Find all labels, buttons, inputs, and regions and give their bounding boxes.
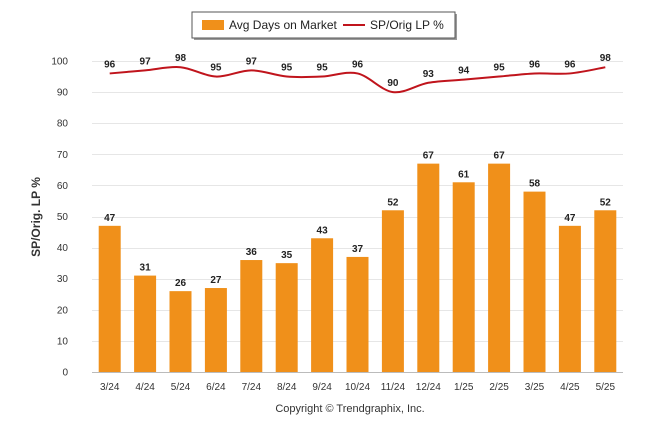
- bar-value-label: 58: [529, 179, 541, 190]
- x-tick-label: 1/25: [454, 382, 474, 393]
- y-axis-title: SP/Orig. LP %: [29, 177, 43, 257]
- bar: [381, 210, 404, 372]
- y-tick-label: 100: [51, 57, 68, 68]
- line-value-label: 97: [140, 56, 152, 67]
- sp-orig-lp-line: [109, 66, 606, 94]
- bar: [417, 163, 440, 372]
- line-value-label: 96: [352, 59, 364, 70]
- x-tick-label: 4/24: [135, 382, 155, 393]
- bar-data-labels: 47 31 26 27 36 35 43 37 52 67 61 67 58 47 52: [104, 151, 611, 290]
- line-value-label: 95: [210, 63, 222, 74]
- x-tick-label: 4/25: [560, 382, 580, 393]
- bar: [275, 263, 298, 372]
- bar-value-label: 31: [140, 263, 152, 274]
- line-value-label: 96: [529, 59, 541, 70]
- bar: [452, 182, 475, 372]
- x-tick-label: 3/25: [525, 382, 545, 393]
- line-value-label: 95: [494, 63, 506, 74]
- line-data-labels: 96 97 98 95 97 95 95 96 90 93 94 95 96 96 98: [104, 53, 611, 89]
- bar: [240, 260, 263, 372]
- line-series: [109, 66, 606, 94]
- y-tick-label: 10: [57, 336, 69, 347]
- bar: [594, 210, 617, 372]
- bar: [523, 191, 546, 372]
- bar-value-label: 47: [104, 213, 116, 224]
- bar-value-label: 67: [423, 151, 435, 162]
- bar-value-label: 67: [494, 151, 506, 162]
- y-tick-label: 80: [57, 119, 69, 130]
- bar-value-label: 61: [458, 169, 470, 180]
- bar-value-label: 35: [281, 250, 293, 261]
- legend-line-label: SP/Orig LP %: [370, 18, 444, 32]
- bar: [204, 288, 227, 372]
- y-tick-label: 50: [57, 212, 69, 223]
- line-value-label: 98: [175, 53, 187, 64]
- x-tick-label: 3/24: [100, 382, 120, 393]
- line-value-label: 94: [458, 66, 470, 77]
- x-tick-label: 10/24: [345, 382, 370, 393]
- copyright-text: Copyright © Trendgraphix, Inc.: [275, 403, 424, 415]
- bar-value-label: 52: [387, 197, 399, 208]
- bar-value-label: 43: [317, 225, 329, 236]
- bar: [488, 163, 511, 372]
- bar: [311, 238, 334, 372]
- bar: [169, 291, 192, 372]
- line-value-label: 96: [104, 59, 116, 70]
- bar: [558, 225, 581, 372]
- x-tick-label: 12/24: [416, 382, 441, 393]
- bar: [346, 256, 369, 372]
- x-tick-label: 2/25: [489, 382, 509, 393]
- bar-value-label: 36: [246, 247, 258, 258]
- y-tick-label: 20: [57, 305, 69, 316]
- y-tick-label: 40: [57, 243, 69, 254]
- line-value-label: 98: [600, 53, 612, 64]
- legend-box: [191, 11, 456, 39]
- x-tick-label: 5/24: [171, 382, 191, 393]
- legend-bar-swatch: [202, 20, 224, 30]
- y-tick-label: 60: [57, 181, 69, 192]
- legend: Avg Days on Market SP/Orig LP %: [191, 11, 457, 40]
- legend-bar-label: Avg Days on Market: [229, 18, 337, 32]
- bar: [134, 275, 157, 372]
- line-value-label: 93: [423, 69, 435, 80]
- bar: [98, 225, 121, 372]
- line-value-label: 96: [564, 59, 576, 70]
- x-tick-label: 11/24: [381, 382, 406, 393]
- bars: [98, 163, 617, 372]
- bar-value-label: 37: [352, 244, 364, 255]
- x-axis-ticks: 3/24 4/24 5/24 6/24 7/24 8/24 9/24 10/24 11/24 12…: [100, 382, 616, 393]
- line-value-label: 95: [281, 63, 293, 74]
- bar-value-label: 27: [210, 275, 222, 286]
- y-tick-label: 30: [57, 274, 69, 285]
- line-value-label: 95: [317, 63, 329, 74]
- bar-value-label: 52: [600, 197, 612, 208]
- x-tick-label: 6/24: [206, 382, 226, 393]
- bar-value-label: 47: [564, 213, 576, 224]
- line-value-label: 90: [387, 78, 399, 89]
- line-value-label: 97: [246, 56, 258, 67]
- x-tick-label: 5/25: [596, 382, 616, 393]
- y-axis-ticks: 0 10 20 30 40 50 60 70 80 90 100: [51, 57, 68, 379]
- x-tick-label: 9/24: [312, 382, 332, 393]
- y-tick-label: 0: [62, 368, 68, 379]
- bar-value-label: 26: [175, 278, 187, 289]
- x-tick-label: 7/24: [242, 382, 262, 393]
- y-tick-label: 70: [57, 150, 69, 161]
- x-tick-label: 8/24: [277, 382, 297, 393]
- y-tick-label: 90: [57, 88, 69, 99]
